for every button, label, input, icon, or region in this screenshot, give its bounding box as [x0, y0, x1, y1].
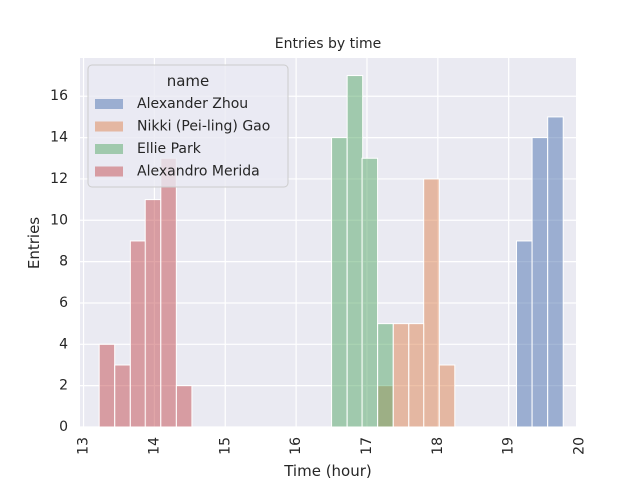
histogram-bar — [516, 240, 533, 428]
y-tick-label: 8 — [59, 254, 68, 270]
legend: name Alexander Zhou Nikki (Pei-ling) Gao E… — [87, 64, 289, 188]
ticks: 13 14 15 16 17 18 19 20 0 2 4 6 8 10 12 14 16 — [50, 88, 587, 455]
chart-title: Entries by time — [275, 36, 381, 52]
histogram-bar — [98, 343, 116, 428]
x-tick-label: 19 — [501, 437, 517, 455]
y-tick-label: 2 — [59, 378, 68, 394]
y-axis-label: Entries — [25, 217, 43, 269]
y-tick-label: 16 — [50, 88, 68, 104]
x-tick-label: 16 — [288, 437, 304, 455]
histogram-bar — [377, 323, 394, 428]
x-tick-label: 18 — [430, 437, 446, 455]
legend-swatch — [95, 144, 123, 154]
legend-items: Alexander Zhou Nikki (Pei-ling) Gao Ellie … — [95, 96, 270, 180]
histogram-bar — [361, 157, 379, 428]
y-tick-label: 0 — [59, 419, 68, 435]
histogram-bar — [408, 323, 425, 428]
legend-entry: Alexandro Merida — [137, 164, 260, 180]
x-tick-label: 15 — [217, 437, 233, 455]
y-tick-label: 14 — [50, 130, 68, 146]
y-tick-label: 6 — [59, 295, 68, 311]
legend-swatch — [95, 166, 123, 177]
histogram-bar — [531, 137, 549, 428]
histogram-bar — [346, 75, 364, 428]
legend-swatch — [95, 121, 123, 132]
histogram-bar — [438, 364, 456, 428]
legend-swatch — [95, 99, 123, 109]
x-axis-label: Time (hour) — [283, 462, 372, 480]
y-tick-label: 12 — [50, 171, 68, 187]
legend-entry: Alexander Zhou — [137, 96, 248, 112]
histogram-bar — [160, 157, 177, 428]
legend-entry: Nikki (Pei-ling) Gao — [137, 119, 270, 135]
legend-title: name — [167, 72, 210, 90]
histogram-bar — [547, 116, 564, 428]
y-tick-label: 4 — [59, 336, 68, 352]
histogram-bar — [129, 240, 147, 428]
legend-frame — [87, 64, 289, 188]
x-tick-label: 17 — [359, 437, 375, 455]
legend-entry: Ellie Park — [137, 141, 202, 157]
x-tick-label: 13 — [76, 437, 92, 455]
grid — [80, 58, 581, 428]
histogram-bar — [175, 385, 193, 428]
histogram-bar — [392, 323, 410, 428]
histogram-bar — [423, 178, 440, 428]
histogram-bar — [114, 364, 131, 428]
x-tick-label: 14 — [146, 437, 162, 455]
histogram-bar — [144, 199, 162, 428]
histogram-bar — [331, 137, 348, 428]
x-tick-label: 20 — [572, 437, 588, 455]
y-tick-label: 10 — [50, 212, 68, 228]
bars — [98, 75, 564, 428]
